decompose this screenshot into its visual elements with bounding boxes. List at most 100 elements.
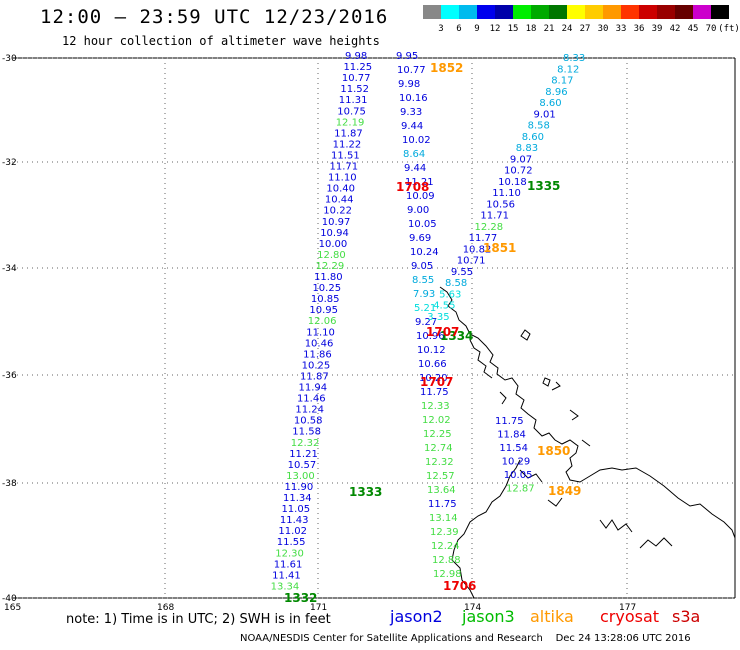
swh-value: 11.71	[330, 162, 359, 173]
lon-tick-label: 171	[310, 603, 327, 613]
pass-label: 1332	[284, 591, 317, 605]
legend-label: 36	[633, 24, 645, 34]
lat-tick-label: -34	[2, 264, 17, 274]
credit-text: NOAA/NESDIS Center for Satellite Applica…	[240, 633, 543, 644]
legend-label: 21	[543, 24, 555, 34]
swh-value: 11.86	[303, 349, 332, 360]
swh-value: 9.01	[534, 109, 556, 120]
legend-swatch	[423, 5, 441, 19]
swh-value: 3.35	[427, 312, 449, 323]
legend-swatch	[459, 5, 477, 19]
swh-value: 8.60	[522, 132, 544, 143]
swh-value: 8.58	[528, 121, 550, 132]
swh-value: 13.00	[286, 471, 315, 482]
legend-swatch	[531, 5, 549, 19]
swh-value: 10.05	[504, 470, 533, 481]
swh-value: 9.27	[415, 317, 437, 328]
swh-value: 12.28	[475, 222, 504, 233]
page-title: 12:00 – 23:59 UTC 12/23/2016	[40, 6, 389, 28]
swh-value: 9.33	[400, 107, 422, 118]
legend-label: (ft)	[718, 24, 740, 34]
swh-value: 11.10	[306, 327, 335, 338]
swh-value: 12.29	[316, 261, 345, 272]
swh-value: 10.77	[397, 65, 426, 76]
swh-value: 11.75	[428, 499, 457, 510]
legend-swatch	[495, 5, 513, 19]
satellite-label-cryosat: cryosat	[600, 607, 660, 626]
swh-value: 12.87	[506, 484, 535, 495]
altimeter-tracks: 9.9811.2510.7711.5211.3110.7512.1911.871…	[271, 51, 586, 592]
swh-value: 9.44	[404, 163, 426, 174]
swh-value: 8.58	[445, 278, 467, 289]
swh-value: 11.22	[333, 139, 362, 150]
swh-value: 10.58	[294, 416, 323, 427]
pass-label: 1708	[396, 180, 429, 194]
swh-value: 8.55	[412, 275, 434, 286]
swh-value: 11.77	[469, 233, 498, 244]
swh-value: 10.96	[416, 331, 445, 342]
legend-swatch	[621, 5, 639, 19]
legend-label: 6	[456, 24, 462, 34]
swh-value: 13.64	[427, 485, 456, 496]
swh-value: 10.16	[399, 93, 428, 104]
swh-value: 10.25	[302, 360, 331, 371]
swh-value: 11.55	[277, 537, 306, 548]
swh-value: 8.17	[551, 76, 573, 87]
satellite-label-s3a: s3a	[672, 607, 701, 626]
swh-value: 10.12	[417, 345, 446, 356]
swh-value: 11.51	[331, 150, 360, 161]
swh-value: 5.63	[439, 289, 461, 300]
legend-swatch	[639, 5, 657, 19]
swh-value: 11.02	[278, 526, 307, 537]
legend-swatch	[675, 5, 693, 19]
swh-value: 10.71	[457, 256, 486, 267]
swh-value: 12.33	[421, 401, 450, 412]
swh-value: 10.24	[410, 247, 439, 258]
swh-value: 5.21	[414, 303, 436, 314]
great-barrier-island	[520, 329, 551, 387]
lat-tick-label: -38	[2, 479, 17, 489]
swh-value: 8.64	[403, 149, 425, 160]
swh-value: 11.43	[280, 515, 309, 526]
swh-value: 13.34	[271, 581, 300, 592]
swh-value: 10.57	[288, 460, 317, 471]
swh-value: 10.72	[504, 166, 533, 177]
swh-value: 11.61	[274, 559, 303, 570]
swh-value: 10.18	[498, 177, 527, 188]
swh-value: 11.52	[340, 84, 369, 95]
satellite-label-jason2: jason2	[390, 607, 443, 626]
swh-value: 9.69	[409, 233, 431, 244]
legend-swatch	[711, 5, 729, 19]
swh-value: 10.00	[319, 239, 348, 250]
swh-value: 10.85	[311, 294, 340, 305]
swh-value: 12.88	[432, 555, 461, 566]
swh-value: 12.57	[426, 471, 455, 482]
swh-value: 12.25	[423, 429, 452, 440]
legend-label: 3	[438, 24, 444, 34]
legend-swatch	[549, 5, 567, 19]
swh-value: 9.98	[398, 79, 420, 90]
swh-value: 11.21	[405, 177, 434, 188]
legend-label: 33	[615, 24, 627, 34]
swh-value: 11.24	[295, 405, 324, 416]
swh-value: 10.05	[408, 219, 437, 230]
swh-value: 10.40	[326, 184, 355, 195]
pass-label: 1850	[537, 444, 570, 458]
footer-note: note: 1) Time is in UTC; 2) SWH is in fe…	[66, 612, 331, 627]
swh-value: 10.94	[320, 228, 349, 239]
lon-tick-label: 165	[4, 603, 21, 613]
swh-value: 12.39	[430, 527, 459, 538]
swh-value: 11.54	[499, 443, 528, 454]
swh-value: 10.56	[486, 199, 515, 210]
swh-value: 10.09	[406, 191, 435, 202]
swh-value: 9.07	[510, 154, 532, 165]
swh-value: 8.12	[557, 64, 579, 75]
swh-value: 11.71	[480, 211, 509, 222]
swh-value: 10.77	[342, 73, 371, 84]
page-subtitle: 12 hour collection of altimeter wave hei…	[62, 34, 380, 48]
swh-value: 12.02	[422, 415, 451, 426]
swh-value: 12.80	[317, 250, 346, 261]
swh-value: 11.25	[343, 62, 372, 73]
swh-value: 11.75	[495, 416, 524, 427]
